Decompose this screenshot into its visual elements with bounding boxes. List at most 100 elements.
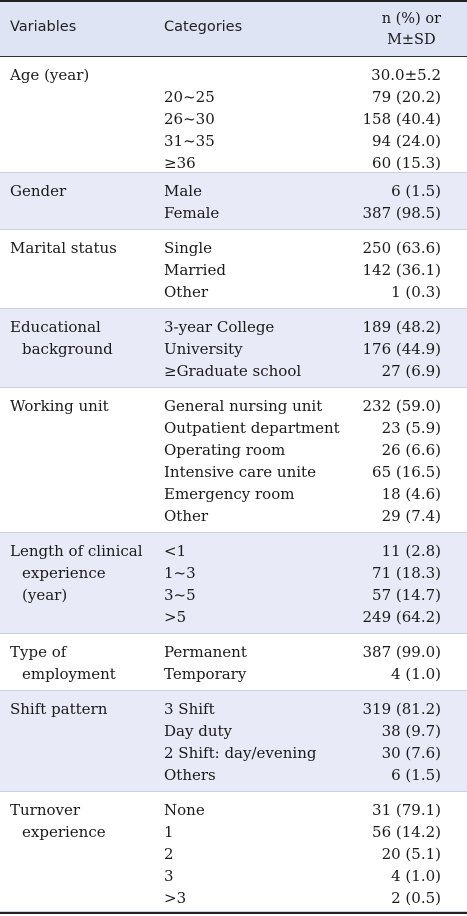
value-cell: 189 (48.2) <box>362 318 441 336</box>
category-cell: Married <box>164 261 226 279</box>
variable-label-line: Length of clinical <box>10 542 143 560</box>
value-cell: 57 (14.7) <box>372 586 441 604</box>
variable-label-line: Working unit <box>10 397 109 415</box>
table-row: Outpatient department 23 (5.9) <box>0 417 467 439</box>
table-row: 2 Shift: day/evening 30 (7.6) <box>0 742 467 764</box>
category-cell: ≥Graduate school <box>164 362 302 380</box>
table-row: Permanent 387 (99.0) <box>0 641 467 663</box>
value-cell: 23 (5.9) <box>381 419 441 437</box>
table-row: ≥36 60 (15.3) <box>0 152 467 174</box>
value-cell: 4 (1.0) <box>391 665 441 683</box>
variable-label-line: Marital status <box>10 239 117 257</box>
category-cell: 31~35 <box>164 132 215 150</box>
value-cell: 27 (6.9) <box>381 362 441 380</box>
value-cell: 6 (1.5) <box>391 182 441 200</box>
variable-label: Educational background <box>10 316 113 360</box>
category-cell: 26~30 <box>164 110 215 128</box>
table-row: Day duty 38 (9.7) <box>0 720 467 742</box>
table-row: Others 6 (1.5) <box>0 764 467 786</box>
value-cell: 142 (36.1) <box>362 261 441 279</box>
variable-label-line: Shift pattern <box>10 700 108 718</box>
variable-group: Gender Male 6 (1.5) Female 387 (98.5) <box>0 173 467 230</box>
table-bottom-rule <box>0 912 467 914</box>
category-cell: 2 Shift: day/evening <box>164 744 317 762</box>
category-cell: >5 <box>164 608 187 626</box>
value-cell: 6 (1.5) <box>391 766 441 784</box>
table-row: ≥Graduate school 27 (6.9) <box>0 360 467 382</box>
value-cell: 249 (64.2) <box>362 608 441 626</box>
category-cell: Operating room <box>164 441 286 459</box>
value-cell: 176 (44.9) <box>362 340 441 358</box>
table-row: 1~3 71 (18.3) <box>0 562 467 584</box>
variable-label-line: experience <box>22 823 106 841</box>
category-cell: Others <box>164 766 216 784</box>
table-row: 26~30 158 (40.4) <box>0 108 467 130</box>
variable-group: Working unit General nursing unit 232 (59.… <box>0 388 467 533</box>
variable-label: Gender <box>10 180 66 202</box>
variable-group: Marital status Single 250 (63.6) Married 142… <box>0 230 467 309</box>
value-cell: 79 (20.2) <box>372 88 441 106</box>
category-cell: Permanent <box>164 643 247 661</box>
category-cell: Other <box>164 283 209 301</box>
value-cell: 2 (0.5) <box>391 889 441 907</box>
value-cell: 29 (7.4) <box>381 507 441 525</box>
table-row: Intensive care unite 65 (16.5) <box>0 461 467 483</box>
table-row: Other 1 (0.3) <box>0 281 467 303</box>
category-cell: Female <box>164 204 220 222</box>
value-cell: 38 (9.7) <box>381 722 441 740</box>
category-cell: >3 <box>164 889 187 907</box>
table-row: Female 387 (98.5) <box>0 202 467 224</box>
header-value: n (%) or M±SD <box>382 9 441 51</box>
variable-label-line: (year) <box>22 586 68 604</box>
variable-label: Marital status <box>10 237 117 259</box>
category-cell: Temporary <box>164 665 247 683</box>
table-row: 3-year College 189 (48.2) <box>0 316 467 338</box>
variable-label-line: Educational <box>10 318 101 336</box>
table-row: None 31 (79.1) <box>0 799 467 821</box>
category-cell: ≥36 <box>164 154 196 172</box>
table-row: Emergency room 18 (4.6) <box>0 483 467 505</box>
table-row: 3~5 57 (14.7) <box>0 584 467 606</box>
value-cell: 94 (24.0) <box>372 132 441 150</box>
table-row: 30.0±5.2 <box>0 64 467 86</box>
category-cell: Other <box>164 507 209 525</box>
value-cell: 158 (40.4) <box>362 110 441 128</box>
variable-label-line: experience <box>22 564 106 582</box>
table-row: Other 29 (7.4) <box>0 505 467 527</box>
table-row: University 176 (44.9) <box>0 338 467 360</box>
value-cell: 30.0±5.2 <box>371 66 441 84</box>
value-cell: 26 (6.6) <box>381 441 441 459</box>
header-value-line2: M±SD <box>387 32 436 48</box>
variable-group: Length of clinical experience (year) <1 11 (… <box>0 533 467 634</box>
variable-group: Shift pattern 3 Shift 319 (81.2) Day duty 38… <box>0 691 467 792</box>
table-row: 1 56 (14.2) <box>0 821 467 843</box>
value-cell: 65 (16.5) <box>372 463 441 481</box>
value-cell: 250 (63.6) <box>362 239 441 257</box>
table-row: 3 Shift 319 (81.2) <box>0 698 467 720</box>
category-cell: Male <box>164 182 202 200</box>
value-cell: 56 (14.2) <box>372 823 441 841</box>
table-header-row: Variables Categories n (%) or M±SD <box>0 2 467 57</box>
variable-label: Type of employment <box>10 641 116 685</box>
table-row: Temporary 4 (1.0) <box>0 663 467 685</box>
header-categories: Categories <box>164 19 243 35</box>
category-cell: University <box>164 340 243 358</box>
variable-label-line: employment <box>22 665 116 683</box>
variable-group: Age (year) 30.0±5.2 20~25 79 (20.2) 26~30 158… <box>0 57 467 173</box>
table-row: 20~25 79 (20.2) <box>0 86 467 108</box>
value-cell: 11 (2.8) <box>381 542 441 560</box>
table-row: >3 2 (0.5) <box>0 887 467 909</box>
table-row: <1 11 (2.8) <box>0 540 467 562</box>
header-variables: Variables <box>10 19 77 35</box>
variable-label: Length of clinical experience (year) <box>10 540 143 606</box>
table-row: 3 4 (1.0) <box>0 865 467 887</box>
table-row: Married 142 (36.1) <box>0 259 467 281</box>
variable-group: Type of employment Permanent 387 (99.0) Temp… <box>0 634 467 691</box>
value-cell: 232 (59.0) <box>362 397 441 415</box>
category-cell: None <box>164 801 205 819</box>
value-cell: 30 (7.6) <box>381 744 441 762</box>
category-cell: Emergency room <box>164 485 295 503</box>
value-cell: 31 (79.1) <box>372 801 441 819</box>
value-cell: 319 (81.2) <box>362 700 441 718</box>
category-cell: 3 Shift <box>164 700 215 718</box>
